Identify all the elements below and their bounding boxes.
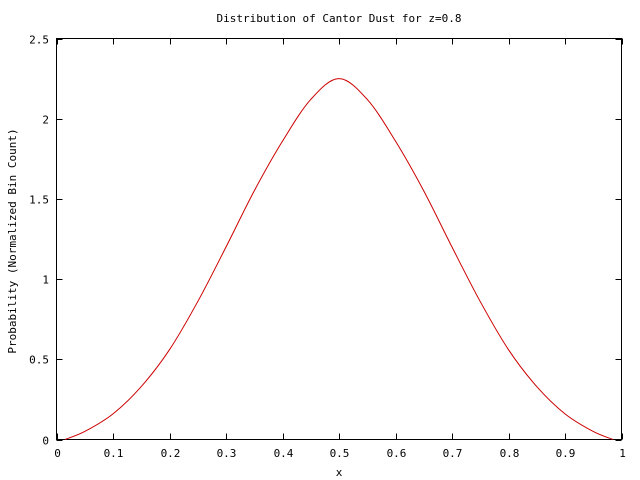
y-tick-label: 2 [42, 114, 49, 127]
y-axis-label: Probability (Normalized Bin Count) [6, 128, 19, 353]
x-tick-label: 0.3 [217, 447, 237, 460]
y-tick-label: 1.5 [29, 194, 49, 207]
series-layer [64, 78, 614, 440]
tick-labels-layer: 0 0.1 0.2 0.3 0.4 0.5 0.6 0.7 0.8 0.9 1 0 0.5 1 1.5 2 2.… [29, 34, 626, 461]
y-tick-label: 2.5 [29, 34, 49, 47]
x-axis-label: x [336, 466, 343, 479]
x-tick-label: 0.1 [104, 447, 124, 460]
x-tick-label: 0.5 [330, 447, 350, 460]
ticks-layer [56, 38, 623, 441]
y-tick-label: 0.5 [29, 354, 49, 367]
y-tick-label: 0 [42, 435, 49, 448]
chart-title: Distribution of Cantor Dust for z=0.8 [216, 12, 461, 25]
x-tick-label: 0.8 [500, 447, 520, 460]
series-line [64, 78, 614, 440]
x-tick-label: 0 [54, 447, 61, 460]
plot-frame [56, 38, 622, 440]
x-tick-label: 0.2 [161, 447, 181, 460]
x-tick-label: 0.4 [274, 447, 294, 460]
y-tick-label: 1 [42, 274, 49, 287]
x-tick-label: 1 [619, 447, 626, 460]
x-tick-label: 0.7 [443, 447, 463, 460]
x-tick-label: 0.6 [387, 447, 407, 460]
x-tick-label: 0.9 [556, 447, 576, 460]
